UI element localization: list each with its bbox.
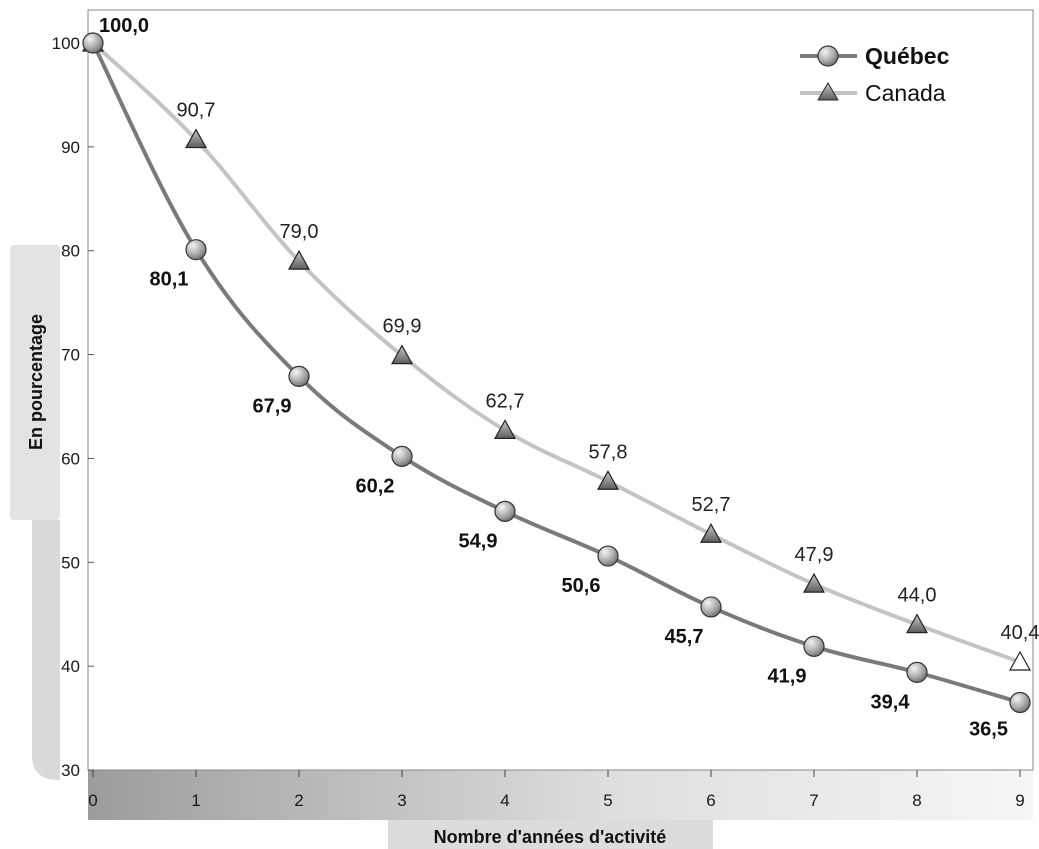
plot-area bbox=[88, 10, 1033, 770]
y-axis-title: En pourcentage bbox=[26, 314, 46, 450]
x-axis-band bbox=[88, 770, 1033, 820]
x-tick-label-0: 0 bbox=[88, 791, 97, 810]
legend-label-quebec: Québec bbox=[865, 43, 950, 69]
x-tick-label-3: 3 bbox=[397, 791, 406, 810]
marker-quebec-2 bbox=[289, 366, 309, 386]
data-label-quebec-1: 80,1 bbox=[150, 269, 189, 291]
x-tick-label-7: 7 bbox=[809, 791, 818, 810]
data-label-canada-8: 44,0 bbox=[898, 585, 937, 607]
legend-marker-quebec bbox=[818, 46, 838, 66]
data-label-canada-3: 69,9 bbox=[383, 316, 422, 338]
y-tick-label-40: 40 bbox=[61, 657, 80, 676]
data-label-canada-2: 79,0 bbox=[280, 221, 319, 243]
data-label-canada-9: 40,4 bbox=[1001, 622, 1039, 644]
marker-quebec-1 bbox=[186, 240, 206, 260]
marker-quebec-9 bbox=[1010, 692, 1030, 712]
y-tick-label-60: 60 bbox=[61, 449, 80, 468]
legend-label-canada: Canada bbox=[865, 80, 946, 106]
data-label-quebec-4: 54,9 bbox=[459, 530, 498, 552]
data-label-quebec-6: 45,7 bbox=[665, 626, 704, 648]
x-axis-title: Nombre d'années d'activité bbox=[434, 827, 667, 847]
y-tick-label-30: 30 bbox=[61, 761, 80, 780]
x-tick-label-8: 8 bbox=[912, 791, 921, 810]
x-tick-label-2: 2 bbox=[294, 791, 303, 810]
marker-quebec-4 bbox=[495, 501, 515, 521]
y-axis-panel-curve bbox=[32, 520, 60, 780]
marker-quebec-5 bbox=[598, 546, 618, 566]
x-tick-label-6: 6 bbox=[706, 791, 715, 810]
y-tick-label-80: 80 bbox=[61, 242, 80, 261]
x-tick-label-5: 5 bbox=[603, 791, 612, 810]
x-tick-label-1: 1 bbox=[191, 791, 200, 810]
y-tick-label-50: 50 bbox=[61, 553, 80, 572]
data-label-canada-1: 90,7 bbox=[177, 100, 216, 122]
data-label-canada-7: 47,9 bbox=[795, 544, 834, 566]
data-label-quebec-2: 67,9 bbox=[253, 395, 292, 417]
x-tick-label-9: 9 bbox=[1015, 791, 1024, 810]
y-tick-label-100: 100 bbox=[52, 34, 80, 53]
data-label-quebec-5: 50,6 bbox=[562, 575, 601, 597]
marker-quebec-8 bbox=[907, 662, 927, 682]
data-label-quebec-8: 39,4 bbox=[871, 691, 911, 713]
marker-quebec-3 bbox=[392, 446, 412, 466]
data-label-canada-5: 57,8 bbox=[589, 441, 628, 463]
y-tick-label-90: 90 bbox=[61, 138, 80, 157]
marker-quebec-6 bbox=[701, 597, 721, 617]
data-label-canada-4: 62,7 bbox=[486, 390, 525, 412]
data-label-quebec-0: 100,0 bbox=[99, 15, 149, 37]
marker-quebec-7 bbox=[804, 636, 824, 656]
data-label-quebec-3: 60,2 bbox=[356, 475, 395, 497]
y-tick-label-70: 70 bbox=[61, 346, 80, 365]
data-label-canada-6: 52,7 bbox=[692, 494, 731, 516]
x-tick-label-4: 4 bbox=[500, 791, 509, 810]
data-label-quebec-9: 36,5 bbox=[969, 718, 1008, 740]
data-label-quebec-7: 41,9 bbox=[768, 665, 807, 687]
